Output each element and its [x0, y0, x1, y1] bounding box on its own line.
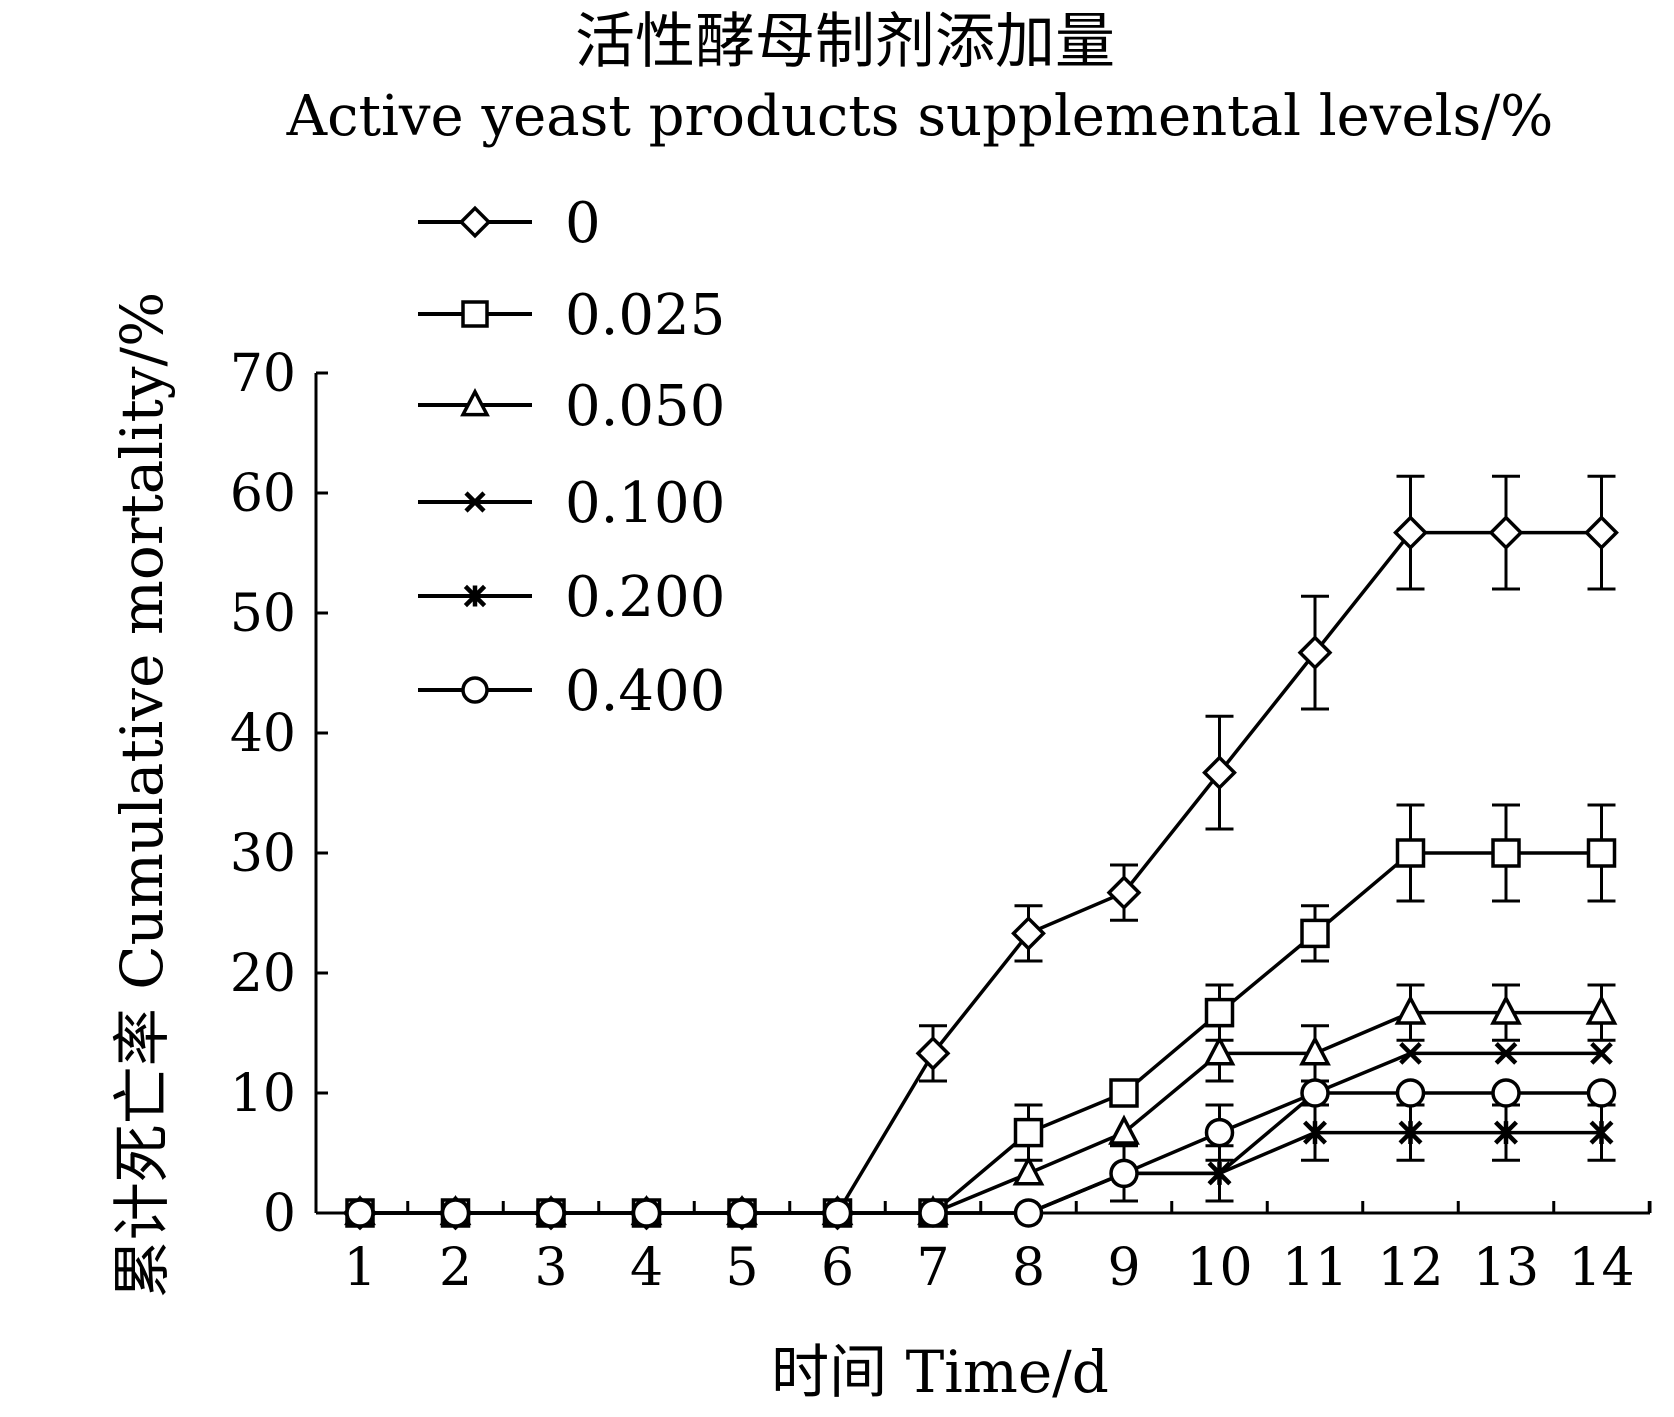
x-tick-label: 14	[1568, 1238, 1634, 1298]
data-point	[1300, 1078, 1330, 1108]
legend-label: 0.400	[565, 659, 725, 724]
data-point	[1202, 755, 1237, 791]
y-tick-label: 50	[230, 584, 296, 644]
data-point	[1012, 1155, 1045, 1186]
legend-item: 0.050	[418, 374, 725, 439]
data-point	[1584, 515, 1619, 551]
data-point	[1395, 1078, 1426, 1108]
data-point	[631, 1198, 662, 1228]
y-axis-label: 累计死亡率 Cumulative mortality/%	[108, 292, 176, 1298]
data-point	[1204, 997, 1235, 1028]
chart-title-zh: 活性酵母制剂添加量	[575, 7, 1115, 77]
data-point	[440, 1198, 471, 1228]
data-point	[1394, 994, 1427, 1025]
x-tick-label: 13	[1473, 1238, 1539, 1298]
legend: 0 0.025 0.050 0.100 0.200 0.400	[418, 191, 725, 724]
data-point	[1299, 1035, 1331, 1066]
legend-item: 0.100	[418, 471, 725, 536]
x-tick-label: 9	[1107, 1238, 1140, 1298]
data-point	[1488, 515, 1524, 551]
x-tick-label: 6	[821, 1238, 854, 1298]
series-line	[360, 530, 1602, 1215]
data-point	[918, 1198, 948, 1228]
data-point	[1108, 1114, 1140, 1145]
series-line	[360, 1010, 1602, 1215]
x-tick-label: 5	[725, 1238, 758, 1298]
x-axis-label: 时间 Time/d	[771, 1338, 1109, 1406]
y-tick-label: 30	[230, 824, 296, 884]
data-point	[1013, 1117, 1044, 1148]
data-point	[1398, 1120, 1423, 1145]
data-point	[1590, 1042, 1613, 1065]
data-point	[1013, 1198, 1044, 1228]
x-tick-label: 3	[534, 1238, 567, 1298]
data-point	[1300, 918, 1330, 949]
legend-item: 0.025	[418, 283, 725, 348]
legend-item: 0.200	[418, 565, 725, 630]
series-0.050	[344, 983, 1618, 1226]
y-tick-label: 40	[230, 704, 296, 764]
data-point	[822, 1198, 853, 1228]
data-point	[1393, 515, 1428, 551]
legend-label: 0.100	[565, 471, 725, 536]
data-point	[1491, 1078, 1521, 1108]
legend-marker	[461, 300, 489, 328]
data-point	[536, 1198, 566, 1228]
legend-marker	[463, 584, 487, 608]
legend-marker	[460, 388, 490, 417]
series-0.025	[345, 803, 1617, 1228]
x-tick-label: 12	[1377, 1238, 1443, 1298]
x-tick-label: 11	[1282, 1238, 1348, 1298]
x-tick-label: 10	[1186, 1238, 1252, 1298]
legend-marker	[461, 676, 489, 704]
series-layer	[342, 474, 1619, 1231]
y-tick-label: 60	[230, 464, 296, 524]
x-tick-label: 1	[343, 1238, 376, 1298]
data-point	[1586, 1078, 1617, 1108]
legend-label: 0.025	[565, 283, 725, 348]
data-point	[1207, 1161, 1232, 1186]
chart-title-en: Active yeast products supplemental level…	[286, 84, 1554, 149]
data-point	[1303, 1120, 1327, 1145]
data-point	[1491, 838, 1521, 868]
legend-item: 0	[418, 191, 601, 256]
data-point	[1011, 915, 1046, 951]
data-point	[1589, 1120, 1614, 1145]
data-point	[1204, 1117, 1235, 1148]
legend-marker	[464, 491, 486, 513]
y-tick-label: 20	[230, 944, 296, 1004]
legend-label: 0	[565, 191, 601, 256]
data-point	[1395, 838, 1426, 868]
x-tick-label: 2	[439, 1238, 472, 1298]
legend-marker	[458, 205, 492, 239]
data-point	[1109, 1078, 1139, 1108]
x-tick-label: 7	[916, 1238, 949, 1298]
data-point	[727, 1198, 757, 1228]
data-point	[1106, 875, 1142, 911]
data-point	[1494, 1120, 1518, 1145]
y-tick-label: 70	[230, 344, 296, 404]
series-0.400	[345, 1078, 1617, 1228]
data-point	[1494, 1042, 1518, 1065]
x-tick-label: 8	[1012, 1238, 1045, 1298]
data-point	[1109, 1158, 1139, 1189]
data-point	[915, 1035, 951, 1071]
data-point	[345, 1198, 375, 1228]
data-point	[1586, 838, 1617, 868]
y-tick-label: 10	[230, 1064, 296, 1124]
legend-item: 0.400	[418, 659, 725, 724]
legend-label: 0.200	[565, 565, 725, 630]
series-line	[360, 1091, 1602, 1215]
x-tick-label: 4	[630, 1238, 663, 1298]
data-point	[1490, 994, 1522, 1025]
y-tick-label: 0	[263, 1184, 296, 1244]
data-point	[1585, 994, 1618, 1025]
data-point	[1399, 1042, 1422, 1065]
legend-label: 0.050	[565, 374, 725, 439]
data-point	[1297, 635, 1333, 671]
data-point	[1203, 1035, 1236, 1066]
